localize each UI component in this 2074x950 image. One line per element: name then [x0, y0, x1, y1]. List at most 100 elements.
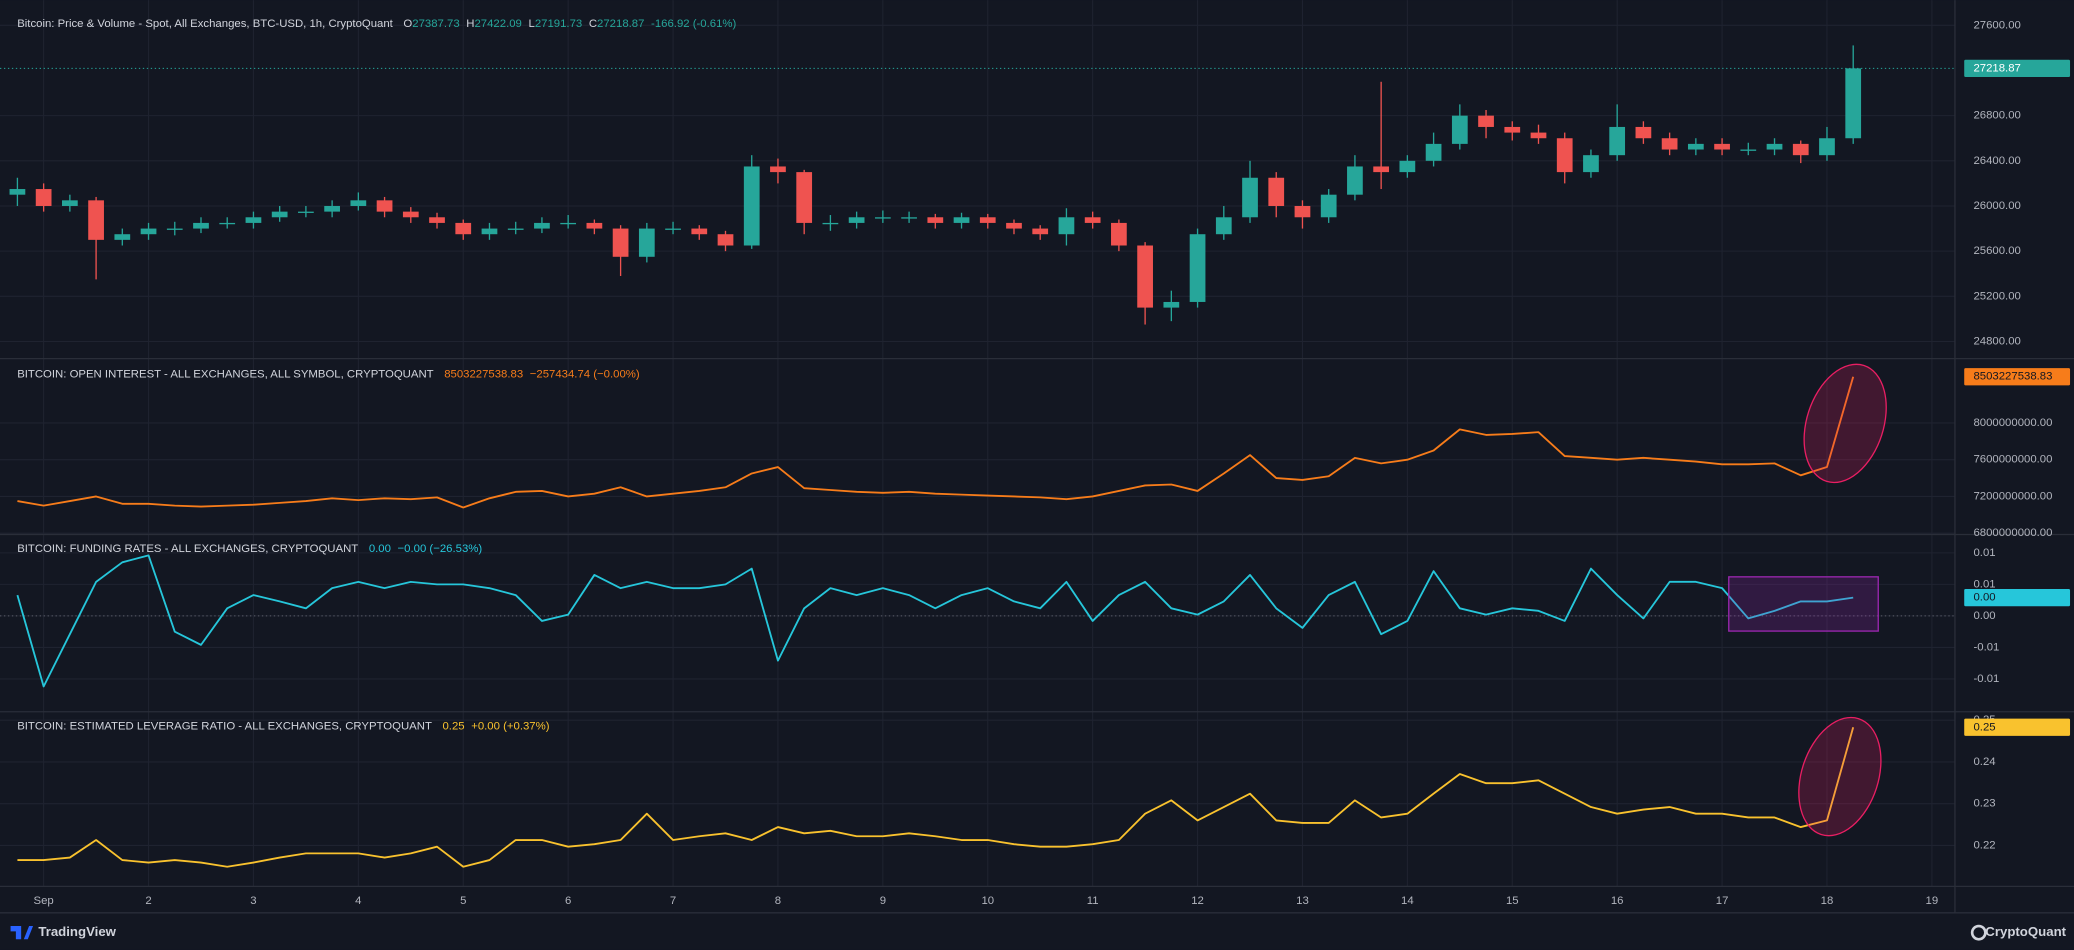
legend-change: -166.92 (-0.61%)	[651, 18, 736, 30]
candle-body	[1268, 177, 1285, 206]
last-value-label: 8503227538.83	[1973, 371, 2052, 383]
legend-value: 0.25	[442, 720, 464, 732]
y-tick-label: 7200000000.00	[1973, 490, 2052, 502]
candle-body	[114, 234, 131, 240]
x-tick-label: 2	[145, 895, 151, 907]
last-value-label: 0.25	[1973, 721, 1995, 733]
legend-title: BITCOIN: ESTIMATED LEVERAGE RATIO - ALL …	[17, 720, 432, 732]
legend: BITCOIN: FUNDING RATES - ALL EXCHANGES, …	[17, 543, 482, 555]
candle-body	[1032, 228, 1049, 235]
x-tick-label: 7	[670, 895, 676, 907]
candle-body	[1347, 166, 1363, 195]
y-tick-label: 26800.00	[1973, 110, 2020, 122]
y-tick-label: 25200.00	[1973, 290, 2020, 302]
candle-body	[271, 211, 288, 218]
candle-body	[1661, 138, 1678, 150]
legend-value: 27191.73	[535, 18, 582, 30]
y-tick-label: 0.01	[1973, 547, 1995, 559]
candle-body	[927, 217, 944, 223]
candle-body	[1845, 68, 1862, 139]
candle-body	[1320, 194, 1337, 218]
x-tick-label: 3	[250, 895, 256, 907]
y-tick-label: 0.23	[1973, 798, 1995, 810]
legend-title: BITCOIN: OPEN INTEREST - ALL EXCHANGES, …	[17, 368, 433, 380]
candle-body	[638, 228, 655, 257]
candle-body	[507, 228, 524, 230]
legend-change: −257434.74 (−0.00%)	[530, 368, 640, 380]
candle-body	[1137, 245, 1153, 308]
candle-body	[61, 200, 78, 206]
last-value-tag	[1964, 368, 2071, 386]
y-tick-label: 25600.00	[1973, 245, 2020, 257]
candle-body	[402, 211, 419, 218]
candle-body	[874, 217, 891, 219]
candle-body	[1478, 115, 1494, 127]
candle-body	[9, 189, 26, 195]
candle-body	[193, 222, 209, 229]
candle-body	[560, 222, 577, 225]
legend-key: C	[589, 18, 597, 30]
x-tick-label: 9	[880, 895, 886, 907]
candle-body	[1740, 149, 1757, 151]
candle-body	[1373, 166, 1390, 173]
candle-body	[665, 228, 681, 230]
y-tick-label: 8000000000.00	[1973, 417, 2052, 429]
candle-body	[691, 228, 708, 235]
candle-body	[166, 228, 183, 230]
last-value-tag	[1964, 589, 2071, 607]
x-tick-label: 13	[1296, 895, 1309, 907]
last-value-label: 27218.87	[1973, 62, 2020, 74]
y-tick-label: -0.01	[1973, 641, 1999, 653]
candle-body	[1556, 138, 1573, 173]
x-tick-label: 8	[775, 895, 781, 907]
pane-separators	[0, 0, 2074, 914]
legend: BITCOIN: OPEN INTEREST - ALL EXCHANGES, …	[17, 368, 640, 380]
candle-body	[796, 172, 813, 223]
candle-body	[1714, 143, 1730, 150]
candle-body	[1687, 143, 1704, 150]
legend-key: H	[466, 18, 474, 30]
candle-body	[324, 205, 340, 212]
series-line	[17, 376, 1855, 509]
candle-body	[822, 222, 839, 225]
candle-body	[1242, 177, 1258, 218]
x-tick-label: 10	[981, 895, 994, 907]
candle-body	[1006, 222, 1022, 229]
candle-body	[1530, 132, 1547, 139]
legend-key: O	[403, 18, 412, 30]
candle-body	[953, 217, 970, 223]
legend-title: Bitcoin: Price & Volume - Spot, All Exch…	[17, 18, 393, 30]
candle-body	[350, 200, 367, 206]
candle-body	[455, 222, 472, 235]
highlight-ellipse	[1803, 363, 1887, 484]
legend-value: 27218.87	[597, 18, 644, 30]
candle-body	[612, 228, 629, 257]
footer: TradingView CryptoQuant	[10, 924, 2067, 941]
highlight-ellipse	[1798, 716, 1882, 837]
candle-body	[1609, 126, 1626, 156]
candle-body	[1294, 205, 1311, 218]
candle-body	[1084, 217, 1101, 223]
candle-body	[1504, 126, 1521, 133]
candle-body	[979, 217, 996, 223]
last-value-tag	[1964, 59, 2071, 77]
candle-body	[770, 166, 786, 173]
x-tick-label: 16	[1611, 895, 1624, 907]
x-tick-label: 5	[460, 895, 466, 907]
legend-value: 0.00	[369, 543, 391, 555]
annotations	[1728, 363, 1887, 837]
candle-body	[1189, 234, 1206, 302]
last-value-tag	[1964, 718, 2071, 736]
y-tick-label: 27600.00	[1973, 19, 2020, 31]
legend-change: −0.00 (−26.53%)	[398, 543, 483, 555]
candle-body	[586, 222, 603, 229]
y-tick-label: 0.00	[1973, 610, 1995, 622]
y-tick-label: 6800000000.00	[1973, 527, 2052, 539]
legend: Bitcoin: Price & Volume - Spot, All Exch…	[17, 18, 736, 30]
x-tick-label: 19	[1926, 895, 1939, 907]
x-tick-label: 18	[1821, 895, 1834, 907]
legend-value: 27422.09	[474, 18, 521, 30]
